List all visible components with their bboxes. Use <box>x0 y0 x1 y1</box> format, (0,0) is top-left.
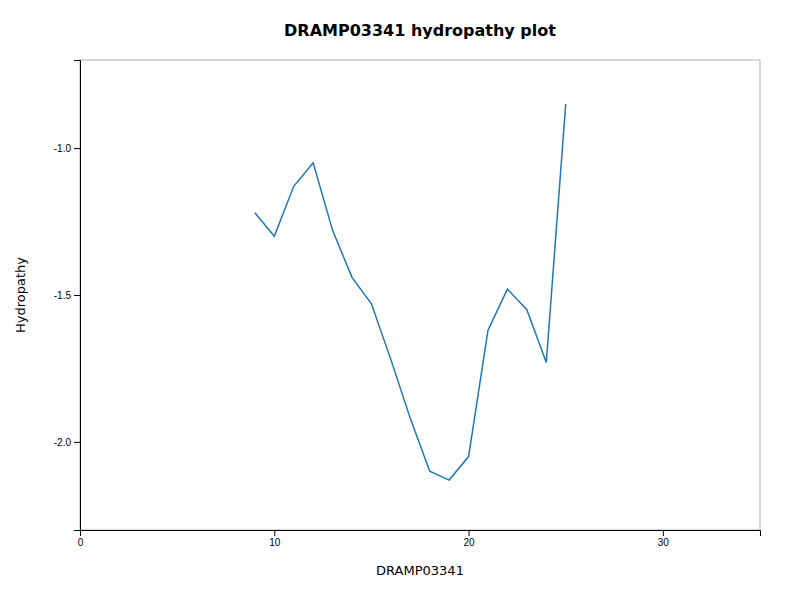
tick-label: -2.0 <box>54 437 72 448</box>
tick-label: -1.0 <box>54 143 72 154</box>
tick: -2.0 <box>54 437 80 448</box>
tick: 30 <box>658 530 670 548</box>
tick: 10 <box>269 530 281 548</box>
tick-label: 20 <box>464 537 476 548</box>
tick-label: -1.5 <box>54 290 72 301</box>
tick-label: 10 <box>269 537 281 548</box>
tick-mark <box>274 530 275 536</box>
tick-mark <box>74 295 80 296</box>
plot: 0 10 20 30 -2.0 -1.5 -1.0 <box>54 60 761 548</box>
y-axis: -2.0 -1.5 -1.0 <box>54 61 81 531</box>
tick: 0 <box>78 530 84 548</box>
tick-mark <box>74 442 80 443</box>
tick: 20 <box>464 530 476 548</box>
x-axis-title: DRAMP03341 <box>376 563 464 578</box>
tick-mark <box>469 530 470 536</box>
tick-label: 30 <box>658 537 670 548</box>
tick: -1.0 <box>54 143 80 154</box>
marks <box>255 104 566 480</box>
line <box>255 104 566 480</box>
tick-label: 0 <box>78 537 84 548</box>
tick-mark <box>74 148 80 149</box>
title: DRAMP03341 hydropathy plot <box>284 21 556 40</box>
x-axis: 0 10 20 30 <box>78 530 761 548</box>
chart: 0 10 20 30 -2.0 -1.5 -1.0 DRAMP03341 hydropathy… <box>0 0 800 600</box>
x-axis-line <box>81 531 761 537</box>
plot-frame <box>80 60 760 530</box>
tick: -1.5 <box>54 290 80 301</box>
y-axis-title: Hydropathy <box>13 257 28 333</box>
tick-mark <box>663 530 664 536</box>
